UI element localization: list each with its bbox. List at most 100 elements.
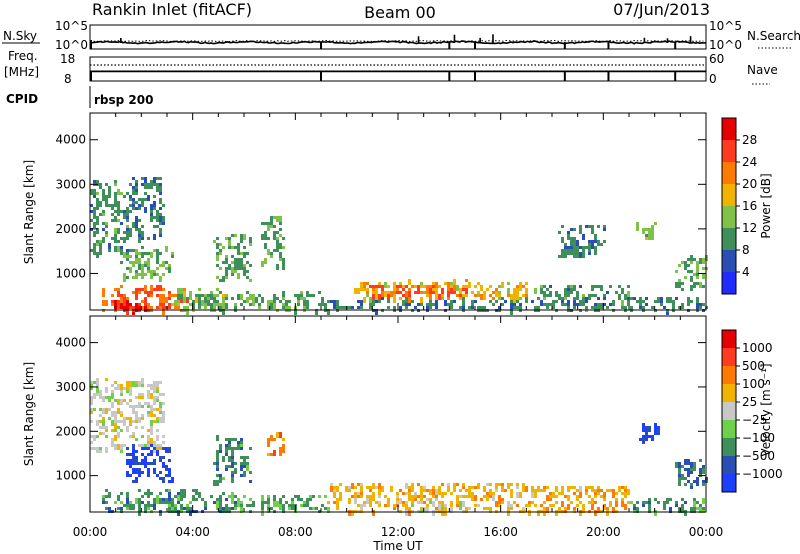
power-cell (567, 246, 570, 249)
date-title: 07/Jun/2013 (613, 0, 710, 19)
power-cell (138, 288, 141, 291)
velocity-cell (141, 426, 144, 429)
velocity-cell (138, 417, 141, 423)
power-cell (636, 225, 639, 231)
velocity-cell (147, 462, 150, 465)
velocity-cell (618, 486, 621, 492)
power-cell (477, 294, 480, 297)
velocity-cell (291, 501, 294, 504)
power-cell (147, 183, 150, 186)
power-cell (174, 294, 177, 297)
velocity-cell (132, 411, 135, 414)
velocity-cell (96, 390, 99, 393)
velocity-cell (555, 510, 558, 516)
power-cell (435, 288, 438, 291)
power-cell (114, 180, 117, 183)
power-cell (612, 303, 615, 306)
power-cell (132, 291, 135, 294)
power-cell (549, 303, 552, 306)
power-cell (627, 300, 630, 306)
power-cell (534, 288, 537, 291)
velocity-cell (138, 462, 141, 465)
velocity-cell (501, 483, 504, 486)
power-cell (159, 300, 162, 303)
velocity-cell (126, 447, 129, 450)
velocity-cell (687, 459, 690, 465)
power-cell (132, 276, 135, 279)
power-cell (426, 303, 429, 306)
freq-tick-bottom: 8 (64, 72, 72, 86)
velocity-cell (564, 495, 567, 498)
power-cell (645, 234, 648, 237)
velocity-cell (156, 381, 159, 387)
power-cell (636, 222, 639, 225)
velocity-cell (162, 411, 165, 417)
velocity-cell (90, 441, 93, 444)
xtick-label: 08:00 (278, 525, 313, 539)
power-cell (690, 276, 693, 282)
power-cell (210, 291, 213, 294)
power-cell (408, 291, 411, 297)
velocity-cell (120, 384, 123, 387)
velocity-cell (279, 453, 282, 456)
power-cell (126, 309, 129, 315)
power-cell (237, 258, 240, 261)
power-cell (123, 240, 126, 243)
power-cell (540, 288, 543, 291)
velocity-cell (156, 408, 159, 411)
power-cell (144, 207, 147, 213)
power-cell (90, 219, 93, 222)
power-cell (351, 306, 354, 309)
velocity-cell (126, 402, 129, 405)
velocity-cell (225, 507, 228, 513)
power-ytick-label: 3000 (55, 177, 86, 191)
velocity-cell (132, 444, 135, 447)
velocity-cell (576, 489, 579, 492)
velocity-cell (639, 438, 642, 441)
velocity-cell (141, 378, 144, 384)
velocity-cell (219, 501, 222, 507)
power-cell (240, 303, 243, 306)
velocity-cell (549, 492, 552, 495)
power-cell (642, 306, 645, 312)
power-cell (228, 237, 231, 240)
velocity-cell (522, 489, 525, 492)
power-cell (105, 234, 108, 237)
velocity-cell (225, 438, 228, 441)
power-cell (642, 228, 645, 231)
power-cell (402, 294, 405, 297)
power-cell (480, 294, 483, 300)
velocity-cell (141, 444, 144, 447)
velocity-cell (129, 474, 132, 477)
velocity-cell (405, 510, 408, 516)
velocity-cell (162, 435, 165, 438)
velocity-cell (126, 492, 129, 498)
power-cell (372, 294, 375, 300)
power-cell (96, 228, 99, 234)
power-cell (129, 204, 132, 207)
velocity-cell (153, 381, 156, 387)
velocity-cell (273, 438, 276, 441)
velocity-cell (312, 507, 315, 510)
velocity-cell (456, 483, 459, 486)
power-cell (123, 297, 126, 300)
velocity-cell (654, 510, 657, 516)
velocity-cell (420, 501, 423, 504)
power-cell (495, 288, 498, 291)
velocity-cell (492, 495, 495, 501)
power-cell (405, 291, 408, 297)
velocity-cell (282, 438, 285, 441)
velocity-cell (279, 447, 282, 453)
velocity-cell (648, 501, 651, 504)
power-cell (495, 291, 498, 294)
power-cell (228, 243, 231, 246)
power-cell (126, 255, 129, 258)
power-cell (123, 213, 126, 219)
power-cell (387, 300, 390, 303)
velocity-cell (612, 507, 615, 513)
velocity-cell (681, 507, 684, 513)
power-cell (135, 261, 138, 264)
power-cell (576, 303, 579, 306)
velocity-colorbar-swatch (722, 474, 736, 492)
